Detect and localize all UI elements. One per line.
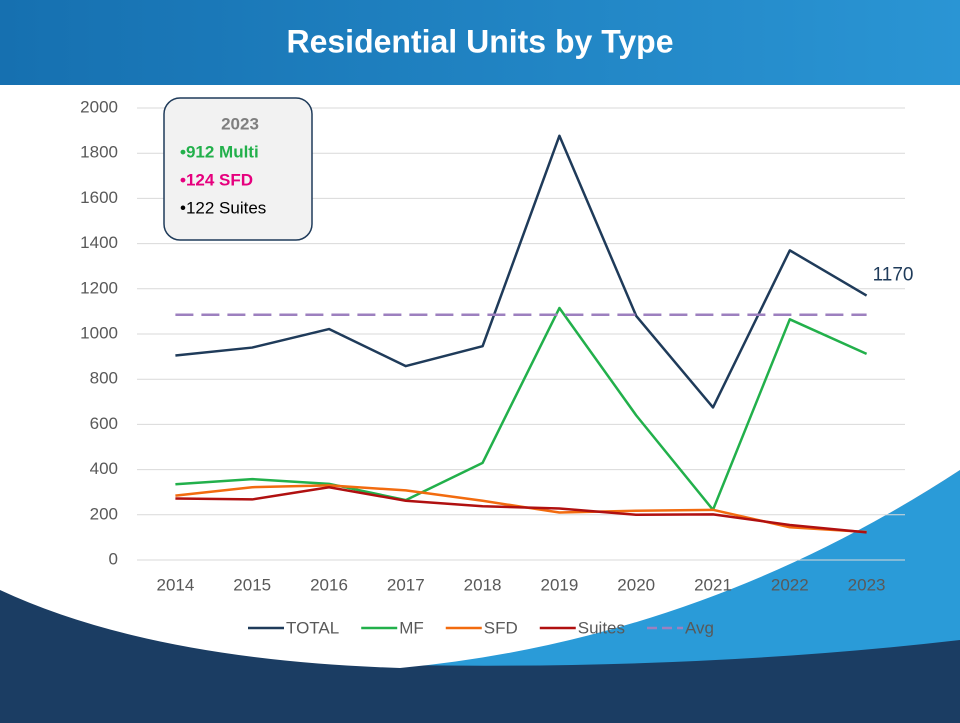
annotation: •122 Suites [180,198,266,217]
y-tick-label: 1000 [80,323,118,342]
legend-label: TOTAL [286,618,339,637]
y-tick-label: 600 [90,414,118,433]
y-tick-label: 800 [90,369,118,388]
x-tick-label: 2015 [233,575,271,594]
annotation-box [163,97,313,241]
y-tick-label: 1800 [80,143,118,162]
y-tick-label: 1200 [80,278,118,297]
y-tick-label: 1400 [80,233,118,252]
x-tick-label: 2021 [694,575,732,594]
x-tick-label: 2020 [617,575,655,594]
data-label: 1170 [873,265,914,286]
annotation: •912 Multi [180,142,259,161]
x-tick-label: 2023 [848,575,886,594]
annotation: •124 SFD [180,170,253,189]
series-line [175,134,868,409]
y-tick-label: 1600 [80,188,118,207]
x-tick-label: 2019 [540,575,578,594]
legend-label: Avg [685,618,714,637]
x-tick-label: 2017 [387,575,425,594]
legend-label: SFD [484,618,518,637]
wave [400,470,960,666]
chart-title: Residential Units by Type [286,23,673,59]
series-line [175,485,867,534]
x-tick-label: 2018 [464,575,502,594]
y-tick-label: 400 [90,459,118,478]
title-bar [0,0,960,85]
legend-label: Suites [578,618,625,637]
annotation: 2023 [221,114,259,133]
series-line [175,306,868,512]
x-tick-label: 2014 [156,575,194,594]
x-tick-label: 2016 [310,575,348,594]
y-tick-label: 0 [109,549,118,568]
y-tick-label: 2000 [80,97,118,116]
y-tick-label: 200 [90,504,118,523]
legend-label: MF [399,618,424,637]
x-tick-label: 2022 [771,575,809,594]
